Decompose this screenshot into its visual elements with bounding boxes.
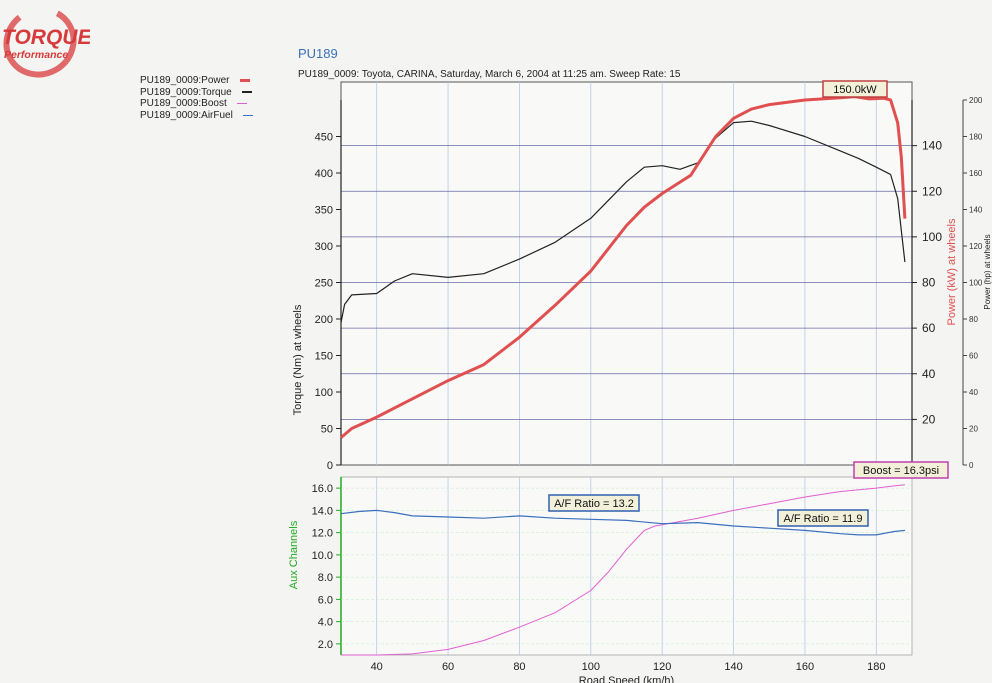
aux-tick-label: 2.0 [318,639,333,651]
power-tick-label: 120 [922,184,942,198]
power-hp-tick-label: 120 [969,242,983,251]
torque-tick-label: 350 [315,205,333,217]
run-subtitle: PU189_0009: Toyota, CARINA, Saturday, Ma… [298,69,681,80]
legend-swatch-torque [241,91,252,94]
logo-line2: Performance [4,49,68,61]
af-ratio-annotation-2: A/F Ratio = 11.9 [784,513,863,525]
power-hp-tick-label: 100 [969,279,983,288]
power-hp-axis-label: Power (hp) at wheels [983,234,992,309]
aux-tick-label: 8.0 [318,572,333,584]
x-tick-label: 40 [371,661,383,673]
x-tick-label: 180 [867,661,885,673]
aux-tick-label: 10.0 [312,550,333,562]
torque-tick-label: 150 [315,351,333,363]
torque-tick-label: 0 [327,460,333,472]
legend-swatch-airfuel [242,114,253,116]
power-tick-label: 100 [922,230,942,244]
peak-power-annotation-box [822,80,888,98]
boost-annotation: Boost = 16.3psi [863,465,939,477]
legend-item-power: PU189_0009:Power [140,75,253,87]
aux-axis-label: Aux Channels [288,520,300,589]
aux-tick-label: 12.0 [312,528,333,540]
legend-swatch-boost [236,103,247,105]
x-tick-label: 140 [724,661,742,673]
torque-tick-label: 450 [315,132,333,144]
power-hp-tick-label: 60 [969,352,978,361]
x-tick-label: 160 [796,661,814,673]
power-hp-tick-label: 200 [969,96,983,105]
legend-label-boost: PU189_0009:Boost [140,98,227,109]
aux-tick-label: 4.0 [318,617,333,629]
run-title: PU189 [298,46,338,61]
power-hp-tick-label: 180 [969,133,983,142]
legend-label-airfuel: PU189_0009:AirFuel [140,109,233,121]
logo-line1: TORQUE [2,26,90,49]
af-ratio-annotation-2-box [777,509,869,527]
legend-label-torque: PU189_0009:Torque [140,86,232,98]
torque-tick-label: 50 [321,424,333,436]
x-tick-label: 60 [442,661,454,673]
power-tick-label: 140 [922,139,942,153]
torque-tick-label: 100 [315,387,333,399]
power-line [340,95,907,439]
legend-item-boost: PU189_0009:Boost [140,98,253,110]
power-hp-tick-label: 0 [969,461,974,470]
torque-axis-label: Torque (Nm) at wheels [292,304,304,415]
legend-item-torque: PU189_0009:Torque [140,87,253,99]
main-plot-area [340,81,913,466]
x-tick-label: 80 [513,661,525,673]
torque-tick-label: 200 [315,314,333,326]
power-hp-tick-label: 80 [969,315,978,324]
power-hp-tick-label: 160 [969,169,983,178]
airfuel-line [340,509,905,536]
power-tick-label: 40 [922,367,936,381]
power-tick-label: 60 [922,321,936,335]
peak-power-annotation: 150.0kW [833,84,877,96]
power-tick-label: 20 [922,412,936,426]
power-hp-tick-label: 40 [969,388,978,397]
legend-label-power: PU189_0009:Power [140,75,230,86]
power-hp-tick-label: 20 [969,425,978,434]
torque-tick-label: 400 [315,168,333,180]
torque-tick-label: 300 [315,241,333,253]
af-ratio-annotation-1: A/F Ratio = 13.2 [554,498,634,510]
boost-line [341,484,905,656]
power-tick-label: 80 [922,276,936,290]
legend-swatch-power [239,79,250,83]
chart-legend: PU189_0009:Power PU189_0009:Torque PU189… [140,75,253,121]
x-axis-label: Road Speed (km/h) [579,675,674,683]
legend-item-airfuel: PU189_0009:AirFuel [140,110,253,122]
boost-annotation-box [853,461,949,479]
aux-tick-label: 14.0 [312,505,333,517]
torque-performance-logo: TORQUE Performance [0,0,90,80]
af-ratio-annotation-1-box [548,494,640,512]
aux-tick-label: 16.0 [312,483,333,495]
aux-tick-label: 6.0 [318,594,333,606]
x-tick-label: 120 [653,661,671,673]
power-hp-tick-label: 140 [969,206,983,215]
torque-line [340,120,906,323]
power-axis-label: Power (kW) at wheels [946,218,958,325]
x-tick-label: 100 [582,661,600,673]
torque-tick-label: 250 [315,278,333,290]
